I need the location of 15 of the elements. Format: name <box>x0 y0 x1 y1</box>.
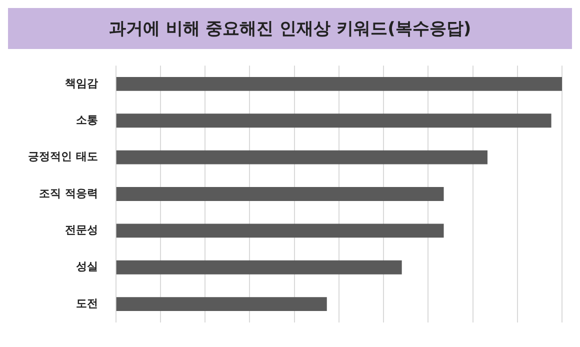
y-tick-label: 전문성 <box>64 224 98 237</box>
bar <box>116 187 444 201</box>
y-tick-label: 책임감 <box>64 76 98 90</box>
chart-title: 과거에 비해 중요해진 인재상 키워드(복수응답) <box>8 8 572 49</box>
bar <box>116 150 488 164</box>
y-tick-label: 성실 <box>76 260 98 274</box>
y-tick-label: 조직 적응력 <box>38 186 98 200</box>
bar <box>116 297 327 312</box>
bar <box>116 114 552 128</box>
y-tick-label: 도전 <box>76 296 98 310</box>
bar <box>116 76 562 91</box>
bar <box>116 224 444 238</box>
y-tick-label: 긍정적인 태도 <box>28 150 98 164</box>
bar <box>116 260 402 274</box>
y-tick-label: 소통 <box>76 113 98 126</box>
